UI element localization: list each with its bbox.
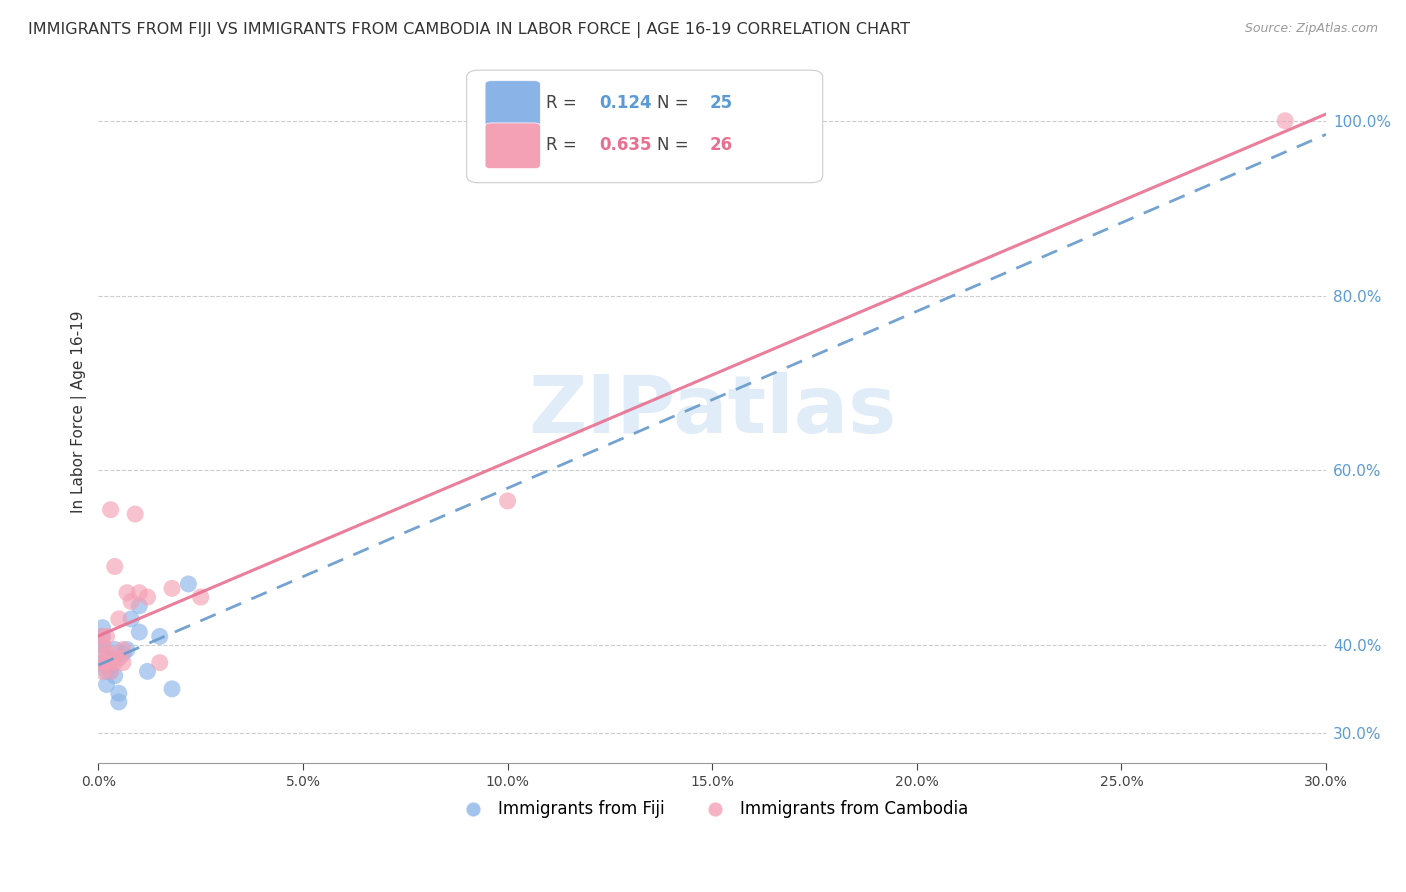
Point [96, 647, 118, 661]
Text: 0.635: 0.635 [599, 136, 652, 154]
Point [160, 681, 183, 696]
Point [136, 665, 159, 679]
FancyBboxPatch shape [485, 123, 540, 169]
Point [108, 612, 131, 626]
Point [96, 629, 118, 643]
Point [104, 642, 127, 657]
Point [1274, 113, 1296, 128]
Point [104, 559, 127, 574]
Text: R =: R = [547, 95, 582, 112]
Point [128, 585, 150, 599]
Point [149, 629, 172, 643]
Point [100, 665, 122, 679]
Point [177, 577, 200, 591]
Point [91, 638, 114, 652]
Point [124, 507, 146, 521]
Point [111, 642, 134, 657]
Text: N =: N = [657, 136, 693, 154]
Point [91, 629, 114, 643]
Text: IMMIGRANTS FROM FIJI VS IMMIGRANTS FROM CAMBODIA IN LABOR FORCE | AGE 16-19 CORR: IMMIGRANTS FROM FIJI VS IMMIGRANTS FROM … [28, 22, 910, 38]
Point [104, 656, 127, 670]
Text: 26: 26 [710, 136, 733, 154]
Point [111, 647, 134, 661]
Point [91, 656, 114, 670]
Text: N =: N = [657, 95, 693, 112]
Y-axis label: In Labor Force | Age 16-19: In Labor Force | Age 16-19 [72, 310, 87, 513]
Point [91, 665, 114, 679]
Point [91, 656, 114, 670]
Point [96, 656, 118, 670]
Point [100, 656, 122, 670]
Point [96, 665, 118, 679]
Text: 25: 25 [710, 95, 733, 112]
Text: Source: ZipAtlas.com: Source: ZipAtlas.com [1244, 22, 1378, 36]
Point [91, 647, 114, 661]
Point [128, 599, 150, 613]
Point [108, 686, 131, 700]
Point [91, 629, 114, 643]
Point [111, 656, 134, 670]
Point [91, 638, 114, 652]
Point [96, 660, 118, 674]
Point [100, 502, 122, 516]
FancyBboxPatch shape [467, 70, 823, 183]
FancyBboxPatch shape [485, 80, 540, 127]
Point [496, 494, 519, 508]
Point [120, 594, 142, 608]
Point [160, 582, 183, 596]
Point [100, 665, 122, 679]
Text: 0.124: 0.124 [599, 95, 652, 112]
Point [190, 590, 212, 604]
Point [96, 677, 118, 691]
Point [108, 651, 131, 665]
Point [104, 669, 127, 683]
Point [149, 656, 172, 670]
Point [91, 621, 114, 635]
Point [100, 647, 122, 661]
Point [100, 651, 122, 665]
Text: ZIPatlas: ZIPatlas [529, 372, 897, 450]
Point [136, 590, 159, 604]
Point [96, 656, 118, 670]
Legend: Immigrants from Fiji, Immigrants from Cambodia: Immigrants from Fiji, Immigrants from Ca… [450, 794, 974, 825]
Text: R =: R = [547, 136, 582, 154]
Point [115, 585, 138, 599]
Point [115, 642, 138, 657]
Point [120, 612, 142, 626]
Point [108, 695, 131, 709]
Point [128, 625, 150, 640]
